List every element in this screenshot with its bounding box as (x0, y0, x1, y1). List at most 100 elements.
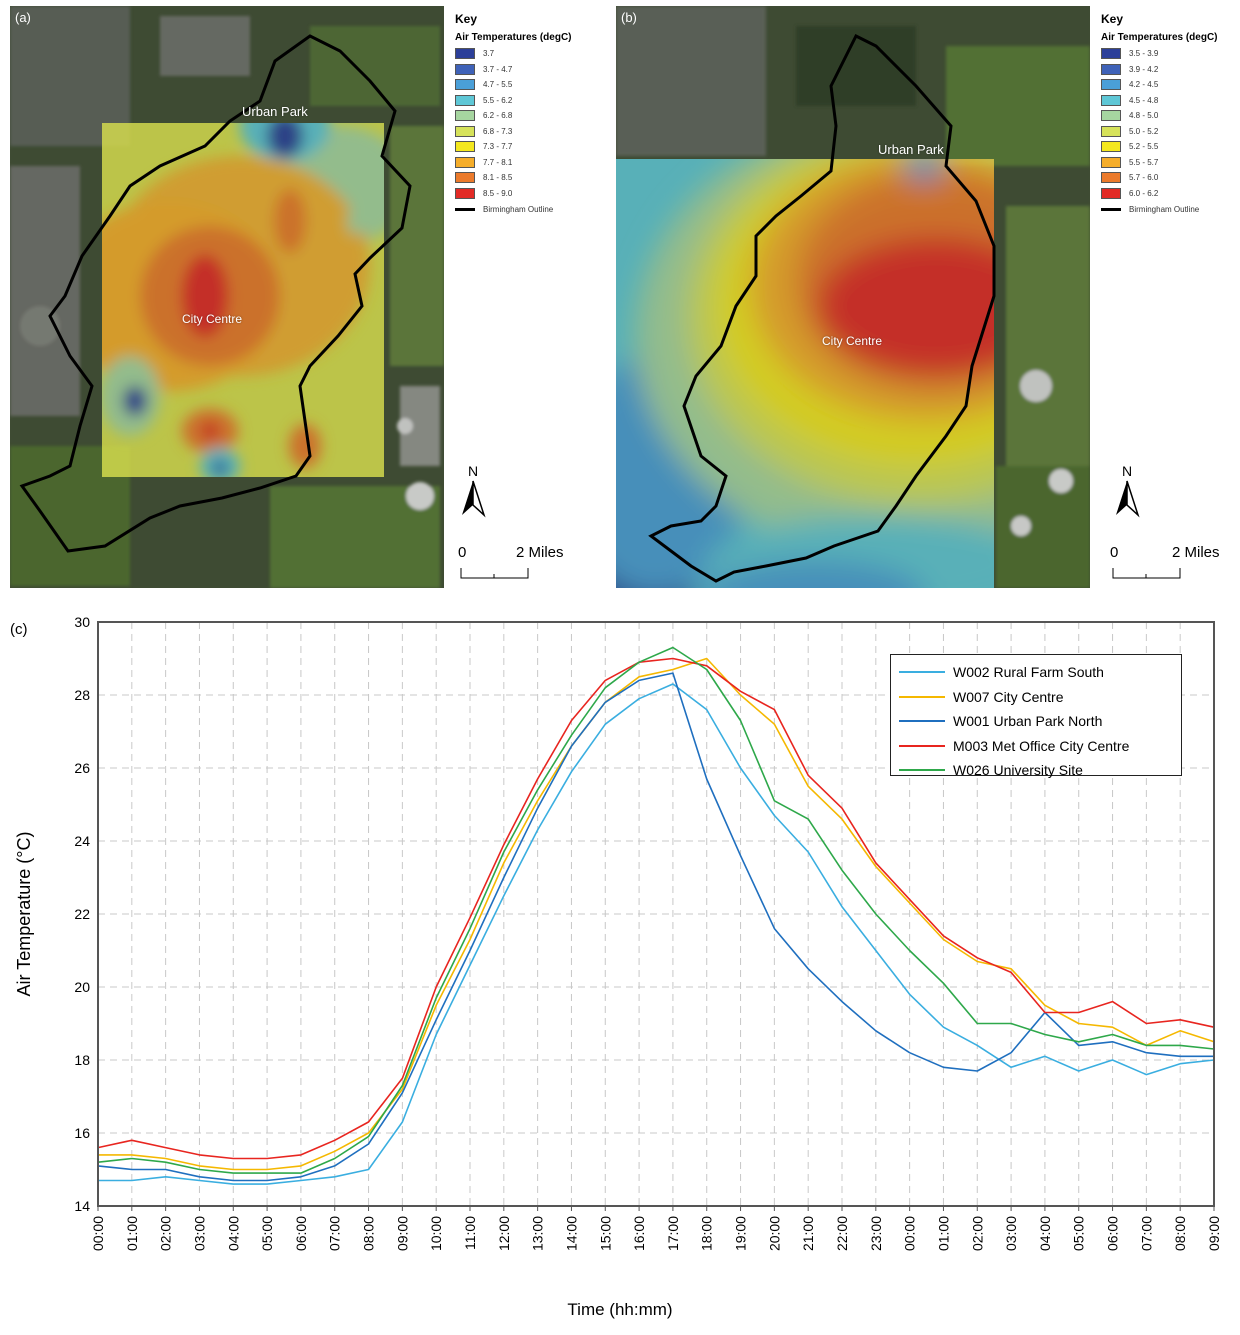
key-entry-label: 6.0 - 6.2 (1129, 188, 1159, 198)
key-entry: 3.7 - 4.7 (455, 62, 572, 78)
legend-label: W002 Rural Farm South (953, 664, 1104, 681)
key-swatch (455, 141, 475, 153)
scale-bar-b: 0 2 Miles (1108, 544, 1233, 584)
y-tick-label: 14 (74, 1198, 90, 1214)
key-swatch (1101, 110, 1121, 122)
legend-label: W026 University Site (953, 762, 1083, 779)
x-tick-label: 07:00 (327, 1216, 343, 1251)
key-swatch (455, 63, 475, 75)
scale-bar-graphic (1112, 568, 1181, 579)
key-entry-label: 5.0 - 5.2 (1129, 126, 1159, 136)
key-entry-label: 4.7 - 5.5 (483, 80, 513, 90)
y-tick-label: 16 (74, 1125, 90, 1141)
legend-line-swatch (899, 744, 945, 747)
north-arrow-icon (1116, 480, 1140, 518)
x-tick-label: 16:00 (631, 1216, 647, 1251)
outline-legend-label: Birmingham Outline (483, 204, 554, 214)
x-tick-label: 13:00 (530, 1216, 546, 1251)
key-entry: 4.7 - 5.5 (455, 77, 572, 93)
x-tick-label: 17:00 (665, 1216, 681, 1251)
north-label: N (1121, 463, 1133, 479)
chart-legend: W002 Rural Farm South W007 City Centre W00… (890, 654, 1182, 778)
key-entry: 8.5 - 9.0 (455, 186, 572, 202)
north-arrow-a: N (458, 463, 488, 524)
scale-bar-graphic (460, 568, 529, 579)
key-entry: 3.7 (455, 46, 572, 62)
map-panel-b: (b) Urban Park City Centre (616, 6, 1090, 588)
key-entry: 5.5 - 6.2 (455, 93, 572, 109)
key-entry: 8.1 - 8.5 (455, 170, 572, 186)
legend-label: W001 Urban Park North (953, 713, 1103, 730)
x-tick-label: 09:00 (394, 1216, 410, 1251)
series-line-1 (98, 683, 1215, 1185)
key-panel-b: Key Air Temperatures (degC) 3.5 - 3.9 3.9… (1101, 12, 1218, 217)
x-tick-label: 08:00 (1172, 1216, 1188, 1251)
series-line-4 (97, 657, 1215, 1160)
chart-series (97, 646, 1215, 1185)
key-swatch (1101, 125, 1121, 137)
key-entry-label: 8.1 - 8.5 (483, 173, 513, 183)
x-tick-label: 03:00 (1003, 1216, 1019, 1251)
y-tick-label: 18 (74, 1052, 90, 1068)
x-tick-label: 04:00 (225, 1216, 241, 1251)
key-entry-label: 3.7 (483, 49, 495, 59)
key-entry: 6.0 - 6.2 (1101, 186, 1218, 202)
map-panel-a: (a) Urban Park City Centre (10, 6, 444, 588)
map-a-graphic (10, 6, 444, 588)
outline-line-swatch (455, 207, 475, 211)
legend-entry: W007 City Centre (899, 685, 1181, 710)
line-chart: (c) 14 16 18 20 22 24 26 28 30 00:00 01:00 02:00 03… (10, 614, 1222, 1319)
key-subtitle-a: Air Temperatures (degC) (455, 32, 572, 43)
key-swatch (455, 156, 475, 168)
y-tick-label: 22 (74, 906, 90, 922)
x-tick-label: 23:00 (868, 1216, 884, 1251)
key-entry-label: 3.9 - 4.2 (1129, 64, 1159, 74)
key-swatch (455, 172, 475, 184)
north-label: N (467, 463, 479, 479)
key-entry-label: 4.2 - 4.5 (1129, 80, 1159, 90)
birmingham-outline-b (648, 33, 996, 583)
key-entry-label: 3.5 - 3.9 (1129, 49, 1159, 59)
legend-entry: W001 Urban Park North (899, 709, 1181, 734)
x-tick-label: 22:00 (834, 1216, 850, 1251)
panel-b-label: (b) (621, 10, 637, 25)
key-swatch (455, 125, 475, 137)
x-tick-label: 02:00 (158, 1216, 174, 1251)
legend-line-swatch (899, 671, 945, 674)
key-swatch (1101, 79, 1121, 91)
key-panel-a: Key Air Temperatures (degC) 3.7 3.7 - 4.7… (455, 12, 572, 217)
key-entry-label: 4.8 - 5.0 (1129, 111, 1159, 121)
key-swatch (1101, 63, 1121, 75)
city-centre-label-b: City Centre (822, 334, 883, 348)
key-entry-label: 5.7 - 6.0 (1129, 173, 1159, 183)
x-tick-label: 05:00 (259, 1216, 275, 1251)
x-tick-label: 19:00 (733, 1216, 749, 1251)
y-tick-label: 20 (74, 979, 90, 995)
key-swatch (1101, 156, 1121, 168)
legend-entry: W026 University Site (899, 758, 1181, 783)
y-axis-ticks: 14 16 18 20 22 24 26 28 30 (74, 614, 90, 1214)
key-entry: 6.2 - 6.8 (455, 108, 572, 124)
chart-grid (98, 622, 1214, 1206)
legend-line-swatch (899, 695, 945, 698)
birmingham-outline-a (19, 34, 412, 553)
key-swatch (1101, 94, 1121, 106)
key-entry-label: 8.5 - 9.0 (483, 188, 513, 198)
x-tick-label: 06:00 (1105, 1216, 1121, 1251)
x-tick-label: 12:00 (496, 1216, 512, 1251)
key-entry-label: 5.2 - 5.5 (1129, 142, 1159, 152)
scale-bar-a: 0 2 Miles (456, 544, 576, 584)
key-title-a: Key (455, 12, 478, 26)
panel-a-label: (a) (15, 10, 31, 25)
key-entry-label: 3.7 - 4.7 (483, 64, 513, 74)
key-swatch (455, 94, 475, 106)
legend-label: M003 Met Office City Centre (953, 737, 1130, 754)
legend-entry: M003 Met Office City Centre (899, 734, 1181, 759)
x-tick-label: 10:00 (428, 1216, 444, 1251)
key-entry-label: 5.5 - 5.7 (1129, 157, 1159, 167)
key-swatch (1101, 187, 1121, 199)
key-entry: 5.0 - 5.2 (1101, 124, 1218, 140)
legend-label: W007 City Centre (953, 688, 1064, 705)
scale-zero: 0 (1110, 544, 1119, 561)
legend-line-swatch (899, 769, 945, 772)
